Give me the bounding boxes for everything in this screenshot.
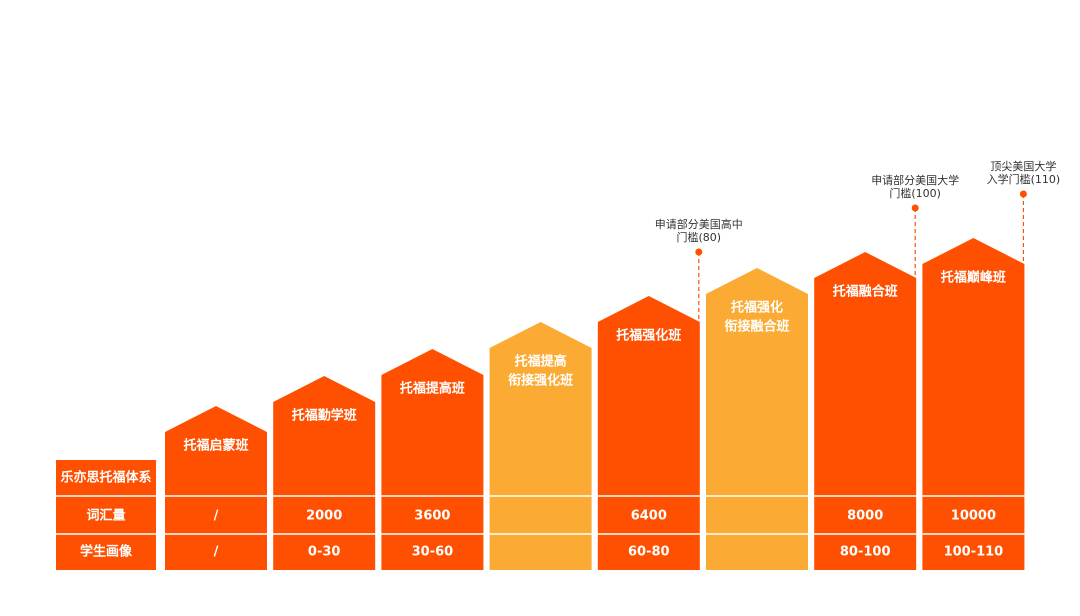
annotation-dot	[911, 204, 919, 212]
vocabulary: 8000	[847, 509, 883, 524]
course-name: 托福强化班	[616, 328, 681, 344]
course-house	[273, 376, 376, 570]
student-level: 0-30	[308, 545, 341, 560]
vocabulary: 6400	[631, 509, 667, 524]
annotation-text: 申请部分美国大学	[871, 173, 959, 187]
course-house	[381, 349, 484, 570]
course-name: 衔接融合班	[724, 319, 789, 335]
vocabulary: 10000	[951, 509, 996, 524]
course-name: 托福强化	[731, 300, 783, 316]
annotation-text: 入学门槛(110)	[987, 172, 1061, 186]
row-header: 词汇量	[86, 509, 125, 524]
annotation-text: 申请部分美国高中	[655, 217, 743, 231]
course-name: 托福巅峰班	[941, 270, 1006, 286]
annotation-dot	[695, 248, 703, 256]
course-name: 托福融合班	[833, 284, 898, 300]
course-name: 托福提高班	[400, 381, 465, 397]
course-house	[597, 296, 700, 570]
annotation-text: 顶尖美国大学	[990, 159, 1056, 173]
student-level: 80-100	[840, 545, 891, 560]
course-house	[814, 252, 917, 570]
course-name: 托福勤学班	[292, 408, 357, 424]
student-level: 100-110	[944, 545, 1004, 560]
row-header: 乐亦思托福体系	[60, 470, 151, 486]
course-name: 托福启蒙班	[183, 438, 248, 454]
student-level: 60-80	[628, 545, 670, 560]
vocabulary: 2000	[306, 509, 342, 524]
annotation-dot	[1019, 190, 1027, 198]
vocabulary: /	[214, 509, 219, 524]
course-name: 托福提高	[515, 354, 567, 370]
course-house	[706, 268, 808, 570]
student-level: /	[214, 545, 219, 560]
annotation-text: 门槛(80)	[677, 230, 722, 244]
course-name: 衔接强化班	[508, 373, 573, 389]
course-house	[489, 322, 592, 570]
annotation-text: 门槛(100)	[889, 186, 941, 200]
row-header-box	[56, 460, 156, 570]
course-house	[922, 238, 1025, 570]
student-level: 30-60	[412, 545, 454, 560]
vocabulary: 3600	[414, 509, 450, 524]
course-house	[165, 406, 267, 570]
row-header: 学生画像	[80, 544, 133, 560]
